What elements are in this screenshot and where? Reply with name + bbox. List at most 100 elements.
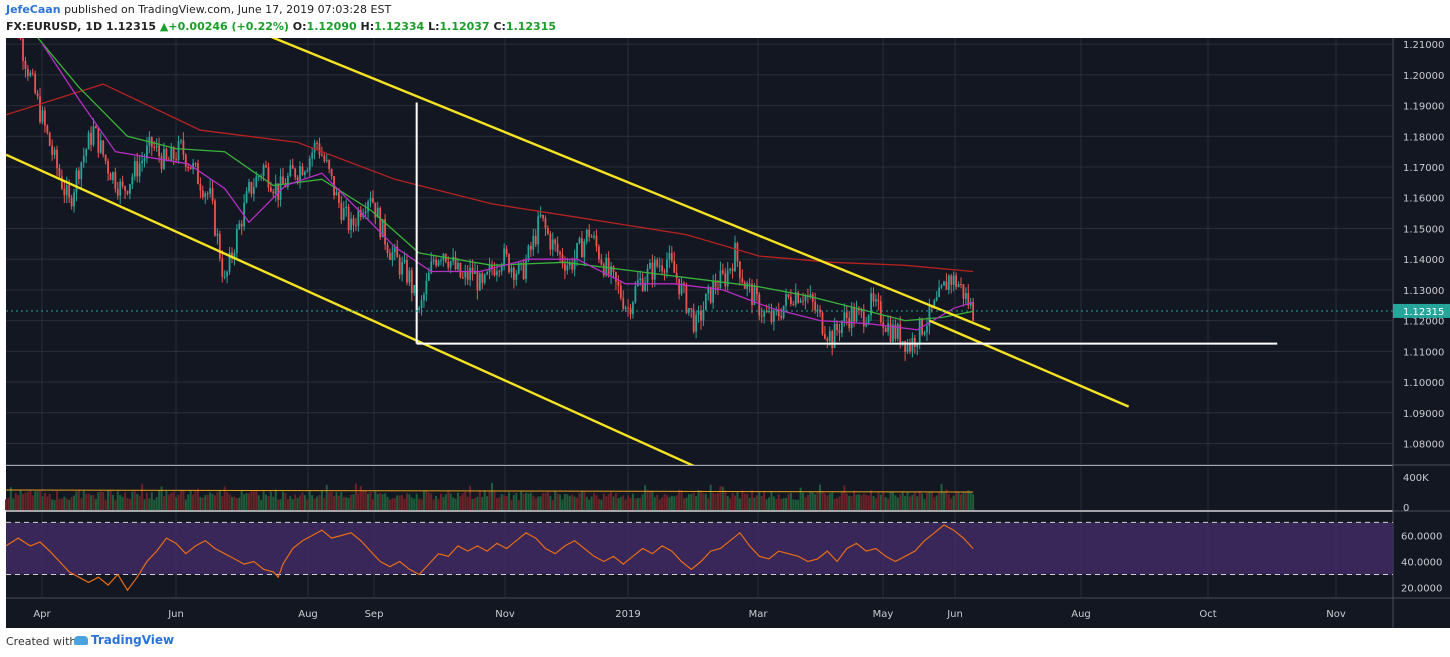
volume-bar [24, 492, 27, 510]
candle-body [248, 182, 250, 192]
volume-bar [610, 491, 613, 510]
volume-bar [942, 491, 945, 510]
candle-body [274, 183, 277, 194]
candle-body [340, 202, 343, 220]
candle-body [532, 235, 535, 250]
candle-body [867, 315, 870, 323]
candle [629, 304, 632, 320]
volume-bar [663, 493, 666, 510]
candle-body [906, 342, 909, 352]
candle [121, 175, 124, 189]
candle [272, 188, 275, 198]
volume-bar [206, 494, 209, 510]
candle-body [751, 283, 753, 305]
candle-body [342, 208, 345, 220]
candle-body [58, 168, 61, 177]
symbol-line: FX:EURUSD, 1D 1.12315 ▲+0.00246 (+0.22%)… [6, 20, 556, 33]
candle-body [962, 284, 965, 299]
volume-bar [770, 491, 773, 510]
candle [102, 139, 105, 158]
volume-bar [250, 490, 253, 510]
candle-body [663, 271, 666, 273]
candle [709, 286, 712, 305]
volume-bar [853, 490, 856, 510]
candle [279, 168, 282, 207]
volume-bar [252, 491, 255, 510]
candle-body [82, 155, 85, 163]
candle-body [656, 259, 659, 267]
candle [911, 332, 914, 358]
candle-body [515, 273, 518, 280]
candle-body [588, 229, 591, 237]
candle [544, 215, 547, 236]
candle [182, 132, 185, 160]
candle [471, 259, 474, 281]
candle-body [593, 235, 595, 238]
candle-body [235, 229, 238, 254]
candle-body [160, 156, 163, 169]
volume-bar [612, 496, 615, 510]
open-value: 1.12090 [306, 20, 357, 33]
y-tick-label: 1.20000 [1403, 71, 1444, 82]
candle-body [926, 326, 928, 333]
candle-body [476, 271, 479, 291]
candle-body [328, 160, 331, 170]
candle-body [391, 252, 394, 260]
x-tick-label: Jun [946, 609, 963, 620]
tradingview-logo[interactable]: TradingView [74, 633, 174, 647]
candle [34, 70, 37, 95]
candle-body [726, 270, 729, 287]
candle [656, 257, 659, 269]
candle [19, 38, 22, 41]
candle [92, 118, 95, 147]
volume-bar [255, 490, 258, 510]
candle [56, 145, 58, 176]
volume-bar [201, 497, 204, 510]
volume-bar [972, 494, 975, 510]
candle-body [158, 145, 160, 157]
volume-bar [34, 491, 37, 510]
candle-body [794, 292, 797, 305]
candle [646, 264, 649, 292]
candle [661, 258, 663, 275]
candle [593, 231, 595, 240]
volume-bar [952, 495, 955, 510]
volume-bar [870, 490, 873, 510]
time-axis [6, 598, 1450, 628]
candle-body [821, 312, 824, 335]
candle-body [216, 233, 219, 236]
volume-bar [921, 493, 924, 510]
candle [376, 201, 379, 218]
candle-body [595, 235, 598, 247]
candle-body [206, 193, 209, 195]
candle-body [457, 262, 459, 270]
chart-canvas[interactable]: 1.21000 1.20000 1.19000 1.18000 1.17000 1.160… [0, 38, 1450, 628]
volume-bar [763, 490, 766, 510]
candle [923, 330, 926, 337]
candle-body [204, 193, 207, 198]
author-link[interactable]: JefeCaan [6, 3, 61, 16]
candle [114, 167, 117, 193]
volume-bar [930, 491, 933, 510]
candle-body [862, 311, 865, 327]
candle [719, 261, 722, 289]
candle-body [697, 310, 700, 315]
volume-bar [415, 493, 418, 510]
candle [352, 214, 355, 233]
candle [704, 293, 707, 311]
volume-bar [121, 496, 124, 510]
volume-bar [77, 490, 80, 510]
candle-body [542, 214, 544, 219]
volume-bar [777, 494, 780, 510]
volume-bar [371, 499, 374, 510]
volume-bar [328, 492, 331, 510]
candle [826, 336, 829, 349]
volume-bar [585, 496, 588, 510]
candle [517, 261, 520, 275]
symbol-label[interactable]: FX:EURUSD, 1D [6, 20, 103, 33]
volume-bar [82, 490, 85, 510]
candle [209, 179, 212, 198]
candle [590, 234, 593, 238]
candle-body [233, 253, 236, 258]
current-price-label: 1.12315 [1403, 307, 1444, 318]
